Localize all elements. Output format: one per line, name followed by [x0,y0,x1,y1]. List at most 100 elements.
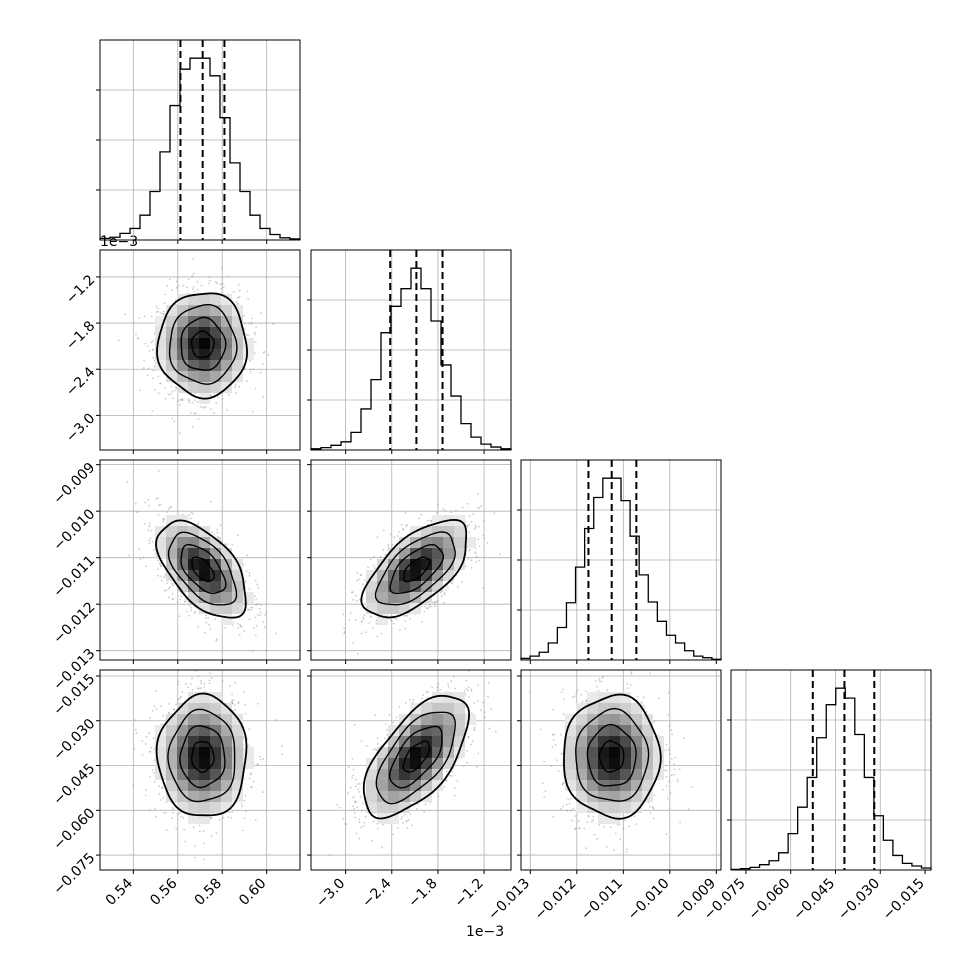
sample-point [169,393,172,395]
density-cell [587,780,598,791]
sample-point [353,807,355,810]
sample-point [343,631,346,633]
sample-point [157,559,160,562]
contour-level-0 [402,740,431,773]
sample-point [665,743,668,746]
density-cell [188,802,199,813]
sample-point [565,803,568,806]
sample-point [219,524,222,527]
density-cell [421,526,432,537]
contour-level-3 [563,693,662,820]
sample-point [551,746,554,748]
density-cell [620,725,631,736]
sample-point [271,322,274,325]
sample-point [192,258,194,260]
sample-point [149,537,152,540]
sample-point [259,371,262,374]
density-cell [598,802,609,813]
density-cell [221,327,232,338]
sample-point [244,712,247,715]
sample-point [626,683,629,685]
sample-point [275,719,277,721]
contour-level-1 [389,543,445,594]
sample-point [190,609,193,612]
sample-point [153,705,156,707]
density-cell [155,338,166,349]
sample-point [433,601,436,604]
panel-frame [730,669,932,871]
density-cell [166,714,177,725]
sample-point [186,286,189,289]
density-cell [166,371,177,382]
density-cell [188,294,199,305]
sample-point [596,685,598,688]
sample-point [361,802,364,804]
sample-point [194,610,197,613]
sample-point [354,785,357,788]
y-tick-label-3-3: −0.030 [50,716,98,764]
sample-point [404,813,406,816]
sample-point [585,690,587,693]
density-cell [366,603,377,614]
sample-point [437,689,439,692]
sample-point [148,350,151,352]
sample-point [451,582,454,584]
density-cell [221,714,232,725]
sample-point [168,711,170,714]
density-cell [421,581,432,592]
sample-point [552,815,555,818]
sample-point [477,525,480,528]
sample-point [200,682,202,685]
sample-point [567,798,570,801]
density-cell [609,714,620,725]
density-cell [188,327,199,338]
sample-point [673,768,676,771]
density-cell [432,703,443,714]
density-cell [199,714,210,725]
sample-point [543,796,546,798]
sample-point [172,397,175,400]
hist-panel-0 [96,39,301,241]
contour-level-2 [575,707,650,802]
sample-point [238,283,240,286]
density-cell [232,769,243,780]
density-cell [388,736,399,747]
sample-point [678,768,681,771]
sample-point [201,406,204,408]
density-cell [587,692,598,703]
density-cell [377,614,388,625]
sample-point [668,724,671,727]
panel-frame [99,249,301,451]
sample-point [221,282,224,285]
sample-point [161,787,164,789]
sample-point [254,387,257,390]
sample-point [178,615,181,617]
sample-point [177,683,179,686]
sample-point [409,617,411,620]
sample-point [157,310,159,313]
sample-point [210,835,213,838]
sample-point [390,619,393,622]
sample-point [255,624,258,627]
sample-point [178,404,181,406]
sample-point [181,399,184,401]
density-cell [232,780,243,791]
sample-point [356,652,359,655]
density-cell [221,570,232,581]
sample-point [420,621,423,623]
density-cell [454,703,465,714]
density-cell [166,305,177,316]
panel-frame [310,669,512,871]
sample-point [476,507,479,510]
sample-point [436,601,438,603]
density-cell [199,305,210,316]
sample-point [237,303,240,305]
density-cell [377,780,388,791]
sample-point [628,825,631,828]
sample-point [171,593,174,595]
sample-point [197,625,200,628]
sample-point [191,275,194,278]
sample-point [382,548,385,551]
density-cell [432,537,443,548]
density-cell [432,736,443,747]
